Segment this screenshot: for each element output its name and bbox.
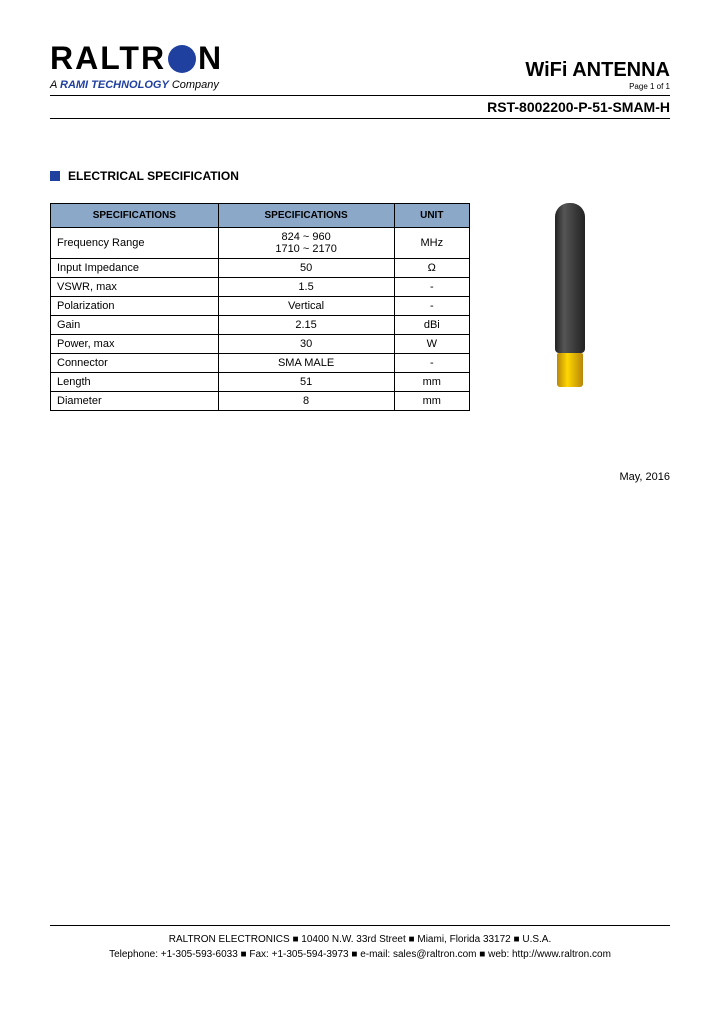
section-title: ELECTRICAL SPECIFICATION bbox=[68, 169, 239, 183]
logo: RALTRN bbox=[50, 40, 223, 77]
table-row: VSWR, max1.5- bbox=[51, 278, 470, 297]
table-row: Diameter8mm bbox=[51, 392, 470, 411]
footer-contact: Telephone: +1-305-593-6033 ■ Fax: +1-305… bbox=[50, 947, 670, 962]
spec-value: 8 bbox=[218, 392, 394, 411]
spec-label: Input Impedance bbox=[51, 259, 219, 278]
footer: RALTRON ELECTRONICS ■ 10400 N.W. 33rd St… bbox=[50, 925, 670, 962]
antenna-body-icon bbox=[555, 203, 585, 353]
spec-unit: Ω bbox=[394, 259, 469, 278]
spec-value: 50 bbox=[218, 259, 394, 278]
part-number: RST-8002200-P-51-SMAM-H bbox=[50, 96, 670, 119]
spec-unit: mm bbox=[394, 373, 469, 392]
col-header: SPECIFICATIONS bbox=[218, 204, 394, 228]
spec-label: Diameter bbox=[51, 392, 219, 411]
table-row: Length51mm bbox=[51, 373, 470, 392]
spec-unit: - bbox=[394, 297, 469, 316]
spec-unit: mm bbox=[394, 392, 469, 411]
table-row: Power, max30W bbox=[51, 335, 470, 354]
table-row: Input Impedance50Ω bbox=[51, 259, 470, 278]
spec-label: Connector bbox=[51, 354, 219, 373]
logo-block: RALTRN A RAMI TECHNOLOGY Company bbox=[50, 40, 223, 91]
spec-unit: MHz bbox=[394, 228, 469, 259]
spec-value: Vertical bbox=[218, 297, 394, 316]
table-row: PolarizationVertical- bbox=[51, 297, 470, 316]
spec-value: 824 ~ 9601710 ~ 2170 bbox=[218, 228, 394, 259]
page-number: Page 1 of 1 bbox=[525, 82, 670, 91]
tagline: A RAMI TECHNOLOGY Company bbox=[50, 79, 223, 91]
logo-dot-icon bbox=[168, 45, 196, 73]
spec-unit: dBi bbox=[394, 316, 469, 335]
page-header: RALTRN A RAMI TECHNOLOGY Company WiFi AN… bbox=[50, 40, 670, 96]
spec-label: Gain bbox=[51, 316, 219, 335]
table-row: ConnectorSMA MALE- bbox=[51, 354, 470, 373]
product-title: WiFi ANTENNA bbox=[525, 59, 670, 82]
spec-label: VSWR, max bbox=[51, 278, 219, 297]
table-row: Gain2.15dBi bbox=[51, 316, 470, 335]
spec-value: 1.5 bbox=[218, 278, 394, 297]
antenna-connector-icon bbox=[557, 353, 583, 387]
bullet-icon bbox=[50, 171, 60, 181]
section-header: ELECTRICAL SPECIFICATION bbox=[50, 169, 670, 183]
content-row: SPECIFICATIONS SPECIFICATIONS UNIT Frequ… bbox=[50, 203, 670, 411]
spec-value: 2.15 bbox=[218, 316, 394, 335]
spec-label: Power, max bbox=[51, 335, 219, 354]
spec-label: Length bbox=[51, 373, 219, 392]
col-header: UNIT bbox=[394, 204, 469, 228]
table-row: Frequency Range824 ~ 9601710 ~ 2170MHz bbox=[51, 228, 470, 259]
spec-unit: W bbox=[394, 335, 469, 354]
footer-address: RALTRON ELECTRONICS ■ 10400 N.W. 33rd St… bbox=[50, 932, 670, 947]
spec-label: Frequency Range bbox=[51, 228, 219, 259]
table-header-row: SPECIFICATIONS SPECIFICATIONS UNIT bbox=[51, 204, 470, 228]
antenna-image bbox=[540, 203, 600, 403]
spec-value: 51 bbox=[218, 373, 394, 392]
col-header: SPECIFICATIONS bbox=[51, 204, 219, 228]
spec-unit: - bbox=[394, 278, 469, 297]
spec-value: SMA MALE bbox=[218, 354, 394, 373]
spec-label: Polarization bbox=[51, 297, 219, 316]
spec-unit: - bbox=[394, 354, 469, 373]
title-block: WiFi ANTENNA Page 1 of 1 bbox=[525, 59, 670, 91]
spec-value: 30 bbox=[218, 335, 394, 354]
spec-table: SPECIFICATIONS SPECIFICATIONS UNIT Frequ… bbox=[50, 203, 470, 411]
document-date: May, 2016 bbox=[50, 471, 670, 483]
